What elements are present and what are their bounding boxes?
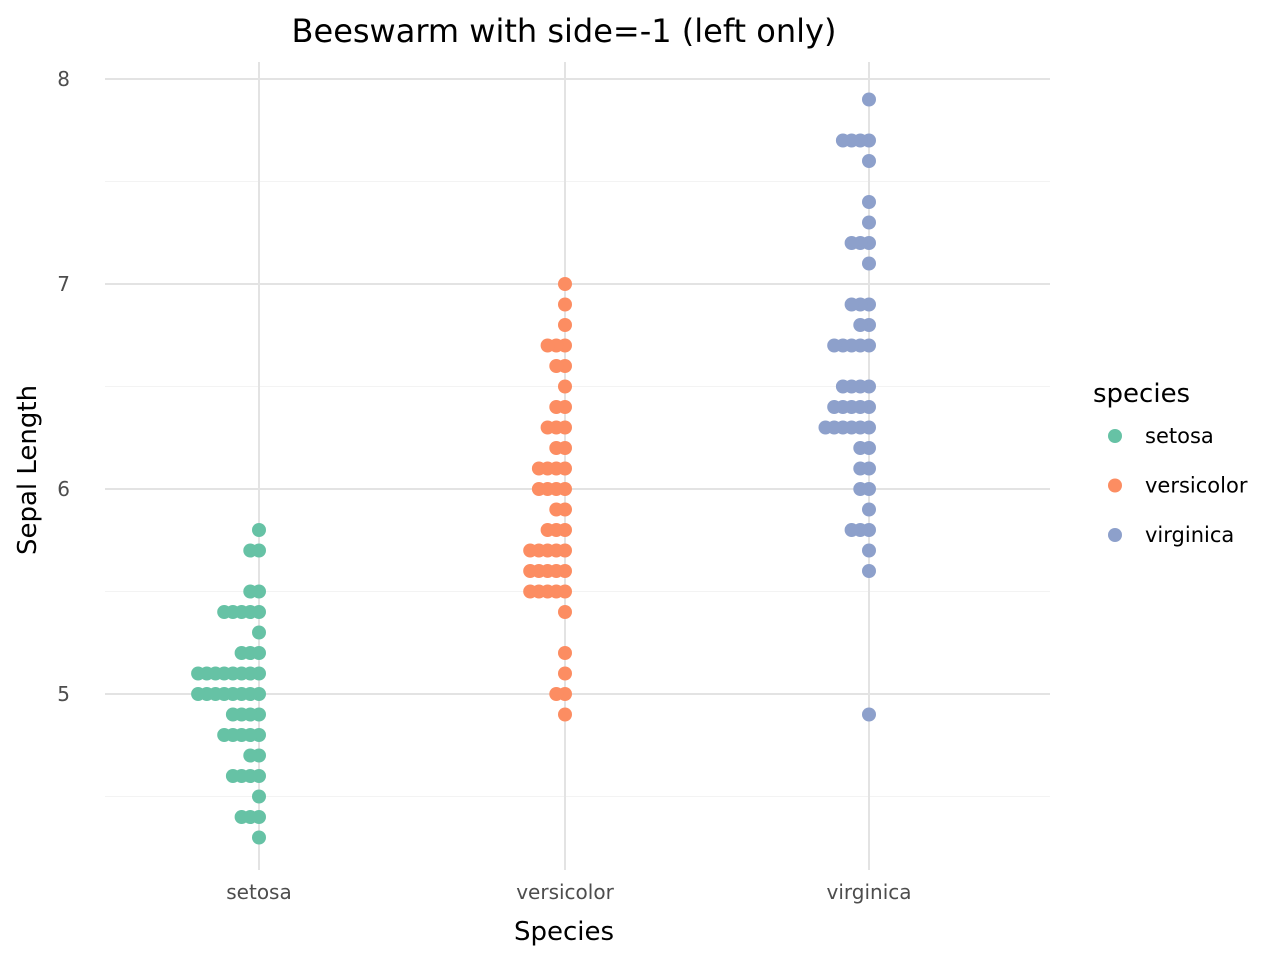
legend-label: setosa bbox=[1145, 424, 1214, 448]
data-point-setosa bbox=[243, 748, 258, 763]
data-point-versicolor bbox=[558, 646, 572, 660]
data-point-versicolor bbox=[523, 543, 538, 558]
data-point-setosa bbox=[252, 789, 266, 804]
grid bbox=[105, 62, 1050, 870]
data-point-virginica bbox=[818, 420, 833, 435]
data-point-virginica bbox=[862, 502, 876, 517]
data-point-virginica bbox=[844, 523, 859, 537]
data-point-virginica bbox=[835, 133, 850, 148]
data-point-setosa bbox=[234, 646, 249, 660]
data-point-virginica bbox=[853, 461, 868, 476]
data-point-versicolor bbox=[549, 687, 564, 701]
x-axis-label: Species bbox=[514, 917, 614, 947]
y-tick-label: 7 bbox=[57, 272, 70, 296]
data-point-versicolor bbox=[558, 318, 572, 332]
data-point-setosa bbox=[217, 728, 232, 742]
data-point-versicolor bbox=[549, 400, 564, 414]
data-point-virginica bbox=[827, 338, 842, 353]
data-point-versicolor bbox=[549, 359, 564, 373]
data-point-versicolor bbox=[523, 564, 538, 578]
data-point-virginica bbox=[844, 236, 859, 250]
x-tick-label: virginica bbox=[827, 880, 912, 904]
data-point-virginica bbox=[862, 543, 876, 558]
data-point-versicolor bbox=[540, 420, 555, 435]
data-point-versicolor bbox=[531, 482, 546, 496]
data-point-versicolor bbox=[531, 461, 546, 476]
legend-key-setosa bbox=[1108, 429, 1122, 443]
data-point-versicolor bbox=[549, 502, 564, 517]
data-point-setosa bbox=[252, 830, 266, 845]
data-point-virginica bbox=[862, 195, 876, 209]
legend-label: versicolor bbox=[1145, 474, 1248, 498]
data-point-virginica bbox=[862, 215, 876, 230]
data-point-setosa bbox=[243, 543, 258, 558]
legend-label: virginica bbox=[1145, 523, 1234, 547]
data-point-virginica bbox=[853, 482, 868, 496]
x-tick-label: setosa bbox=[226, 880, 291, 904]
data-point-virginica bbox=[853, 441, 868, 455]
data-point-setosa bbox=[191, 666, 206, 681]
y-axis-label: Sepal Length bbox=[13, 385, 43, 555]
data-point-versicolor bbox=[558, 277, 572, 291]
data-point-setosa bbox=[252, 625, 266, 640]
data-point-versicolor bbox=[558, 379, 572, 394]
points bbox=[191, 92, 876, 845]
x-tick-label: versicolor bbox=[516, 880, 614, 904]
data-point-setosa bbox=[243, 584, 258, 599]
legend-key-versicolor bbox=[1108, 478, 1122, 493]
legend-title: species bbox=[1093, 379, 1190, 409]
data-point-virginica bbox=[862, 154, 876, 168]
data-point-virginica bbox=[827, 400, 842, 414]
data-point-versicolor bbox=[558, 297, 572, 312]
legend-key-virginica bbox=[1108, 528, 1122, 542]
data-point-virginica bbox=[835, 379, 850, 394]
data-point-versicolor bbox=[540, 338, 555, 353]
data-point-versicolor bbox=[549, 441, 564, 455]
data-point-setosa bbox=[225, 707, 240, 722]
data-point-setosa bbox=[225, 769, 240, 783]
y-tick-label: 5 bbox=[57, 682, 70, 706]
legend: species setosa versicolor virginica bbox=[1093, 379, 1248, 547]
data-point-setosa bbox=[217, 605, 232, 619]
data-point-versicolor bbox=[558, 707, 572, 722]
data-point-virginica bbox=[853, 318, 868, 332]
x-tick-labels: setosa versicolor virginica bbox=[226, 880, 911, 904]
data-point-versicolor bbox=[523, 584, 538, 599]
data-point-virginica bbox=[862, 92, 876, 107]
data-point-versicolor bbox=[558, 605, 572, 619]
y-tick-label: 8 bbox=[57, 67, 70, 91]
y-tick-label: 6 bbox=[57, 477, 70, 501]
data-point-virginica bbox=[844, 297, 859, 312]
data-point-virginica bbox=[862, 707, 876, 722]
data-point-setosa bbox=[234, 810, 249, 824]
data-point-setosa bbox=[191, 687, 206, 701]
data-point-virginica bbox=[862, 256, 876, 271]
chart-title: Beeswarm with side=-1 (left only) bbox=[292, 12, 837, 50]
y-tick-labels: 5 6 7 8 bbox=[57, 67, 70, 706]
data-point-versicolor bbox=[558, 666, 572, 681]
data-point-setosa bbox=[252, 523, 266, 537]
data-point-versicolor bbox=[540, 523, 555, 537]
data-point-virginica bbox=[862, 564, 876, 578]
